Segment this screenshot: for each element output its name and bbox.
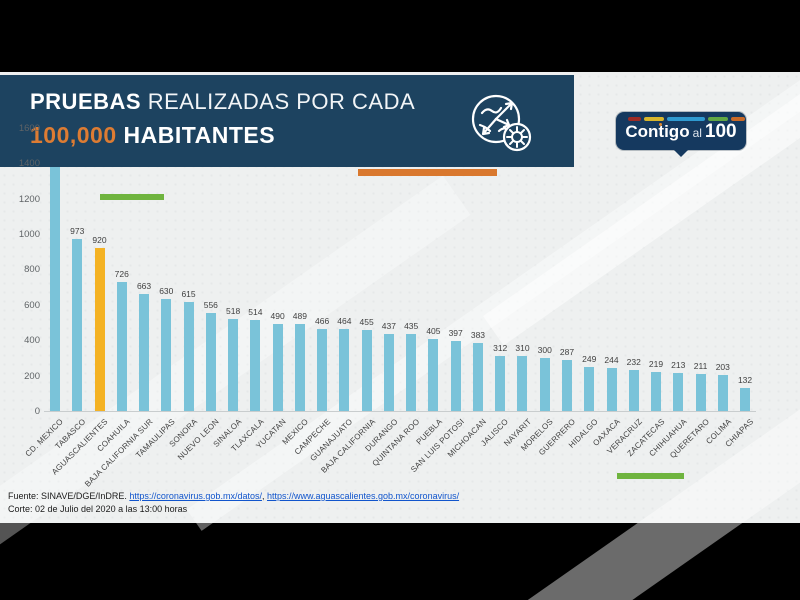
title-band: PRUEBAS REALIZADAS POR CADA 100,000 HABI… [0, 75, 574, 167]
title-line-2: 100,000 HABITANTES [30, 120, 415, 154]
source-line: Fuente: SINAVE/DGE/InDRE. https://corona… [8, 490, 459, 503]
logo-text: Contigo al 100 [616, 121, 746, 143]
logo-word-al: al [692, 126, 702, 140]
background-streak [0, 175, 471, 600]
logo-i-dot [659, 123, 662, 126]
title-number: 100,000 [30, 122, 117, 148]
background-streak [482, 0, 800, 346]
source-link-coronavirus-gob[interactable]: https://coronavirus.gob.mx/datos/ [129, 491, 262, 501]
contigo-al-100-logo: Contigo al 100 [616, 112, 746, 150]
source-footer: Fuente: SINAVE/DGE/InDRE. https://corona… [8, 490, 459, 516]
title-rest: REALIZADAS POR CADA [141, 89, 416, 114]
title-line-1: PRUEBAS REALIZADAS POR CADA [30, 87, 415, 120]
logo-word-100: 100 [704, 121, 737, 142]
source-link-aguascalientes[interactable]: https://www.aguascalientes.gob.mx/corona… [266, 491, 460, 501]
logo-word-contigo: Contigo [625, 122, 690, 141]
source-prefix: Fuente: SINAVE/DGE/InDRE. [8, 491, 130, 501]
title-word-habitantes: HABITANTES [116, 122, 276, 148]
green-accent-dash-bottom [617, 473, 684, 479]
green-accent-dash-top [100, 194, 164, 200]
cutoff-line: Corte: 02 de Julio del 2020 a las 13:00 … [8, 504, 188, 514]
globe-virus-icon [462, 85, 536, 164]
x-axis-line [44, 411, 756, 412]
background-streak [507, 200, 800, 600]
source-separator: , [261, 491, 267, 501]
page-title: PRUEBAS REALIZADAS POR CADA 100,000 HABI… [30, 87, 415, 154]
title-word-pruebas: PRUEBAS [30, 89, 142, 114]
orange-accent-dash [358, 169, 497, 176]
